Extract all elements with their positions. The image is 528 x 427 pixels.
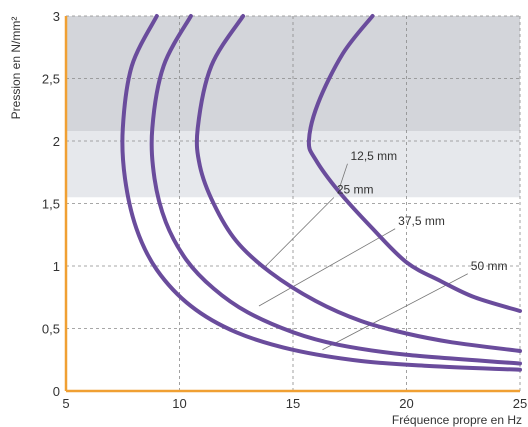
x-tick-label: 25 [513, 396, 527, 411]
curve-label-25-mm: 25 mm [337, 183, 374, 197]
series-curves [120, 14, 522, 372]
leader-line-37-5-mm [258, 228, 396, 307]
series-line-37-5-mm [149, 14, 522, 366]
curve-label-50-mm: 50 mm [471, 259, 508, 273]
annotation-labels: 12,5 mm 25 mm 37,5 mm 50 mm [337, 149, 508, 273]
curve-label-12-5-mm: 12,5 mm [350, 149, 397, 163]
curve-label-37-5-mm: 37,5 mm [398, 214, 445, 228]
leader-line-25-mm [265, 197, 335, 267]
grid-lines [66, 15, 521, 391]
leader-line-50-mm [322, 273, 468, 351]
series-line-50-mm [120, 14, 522, 372]
y-tick-label: 0,5 [42, 322, 60, 337]
series-line-25-mm [194, 14, 522, 353]
y-tick-label: 1 [53, 259, 60, 274]
y-axis-title: Pression en N/mm² [9, 17, 23, 120]
axes [64, 16, 520, 393]
y-tick-label: 3 [53, 9, 60, 24]
x-axis-title: Fréquence propre en Hz [392, 413, 522, 427]
tick-labels: 5 10 15 20 25 0 0,5 1 1,5 2 2,5 3 [42, 9, 527, 411]
y-tick-label: 1,5 [42, 197, 60, 212]
y-tick-label: 0 [53, 384, 60, 399]
y-tick-label: 2,5 [42, 72, 60, 87]
y-tick-label: 2 [53, 134, 60, 149]
x-tick-label: 15 [286, 396, 300, 411]
x-tick-label: 5 [62, 396, 69, 411]
x-tick-label: 10 [172, 396, 186, 411]
series-line-12-5-mm [306, 14, 522, 313]
annotation-leaders [258, 163, 468, 351]
x-tick-label: 20 [399, 396, 413, 411]
leader-line-12-5-mm [338, 163, 348, 192]
